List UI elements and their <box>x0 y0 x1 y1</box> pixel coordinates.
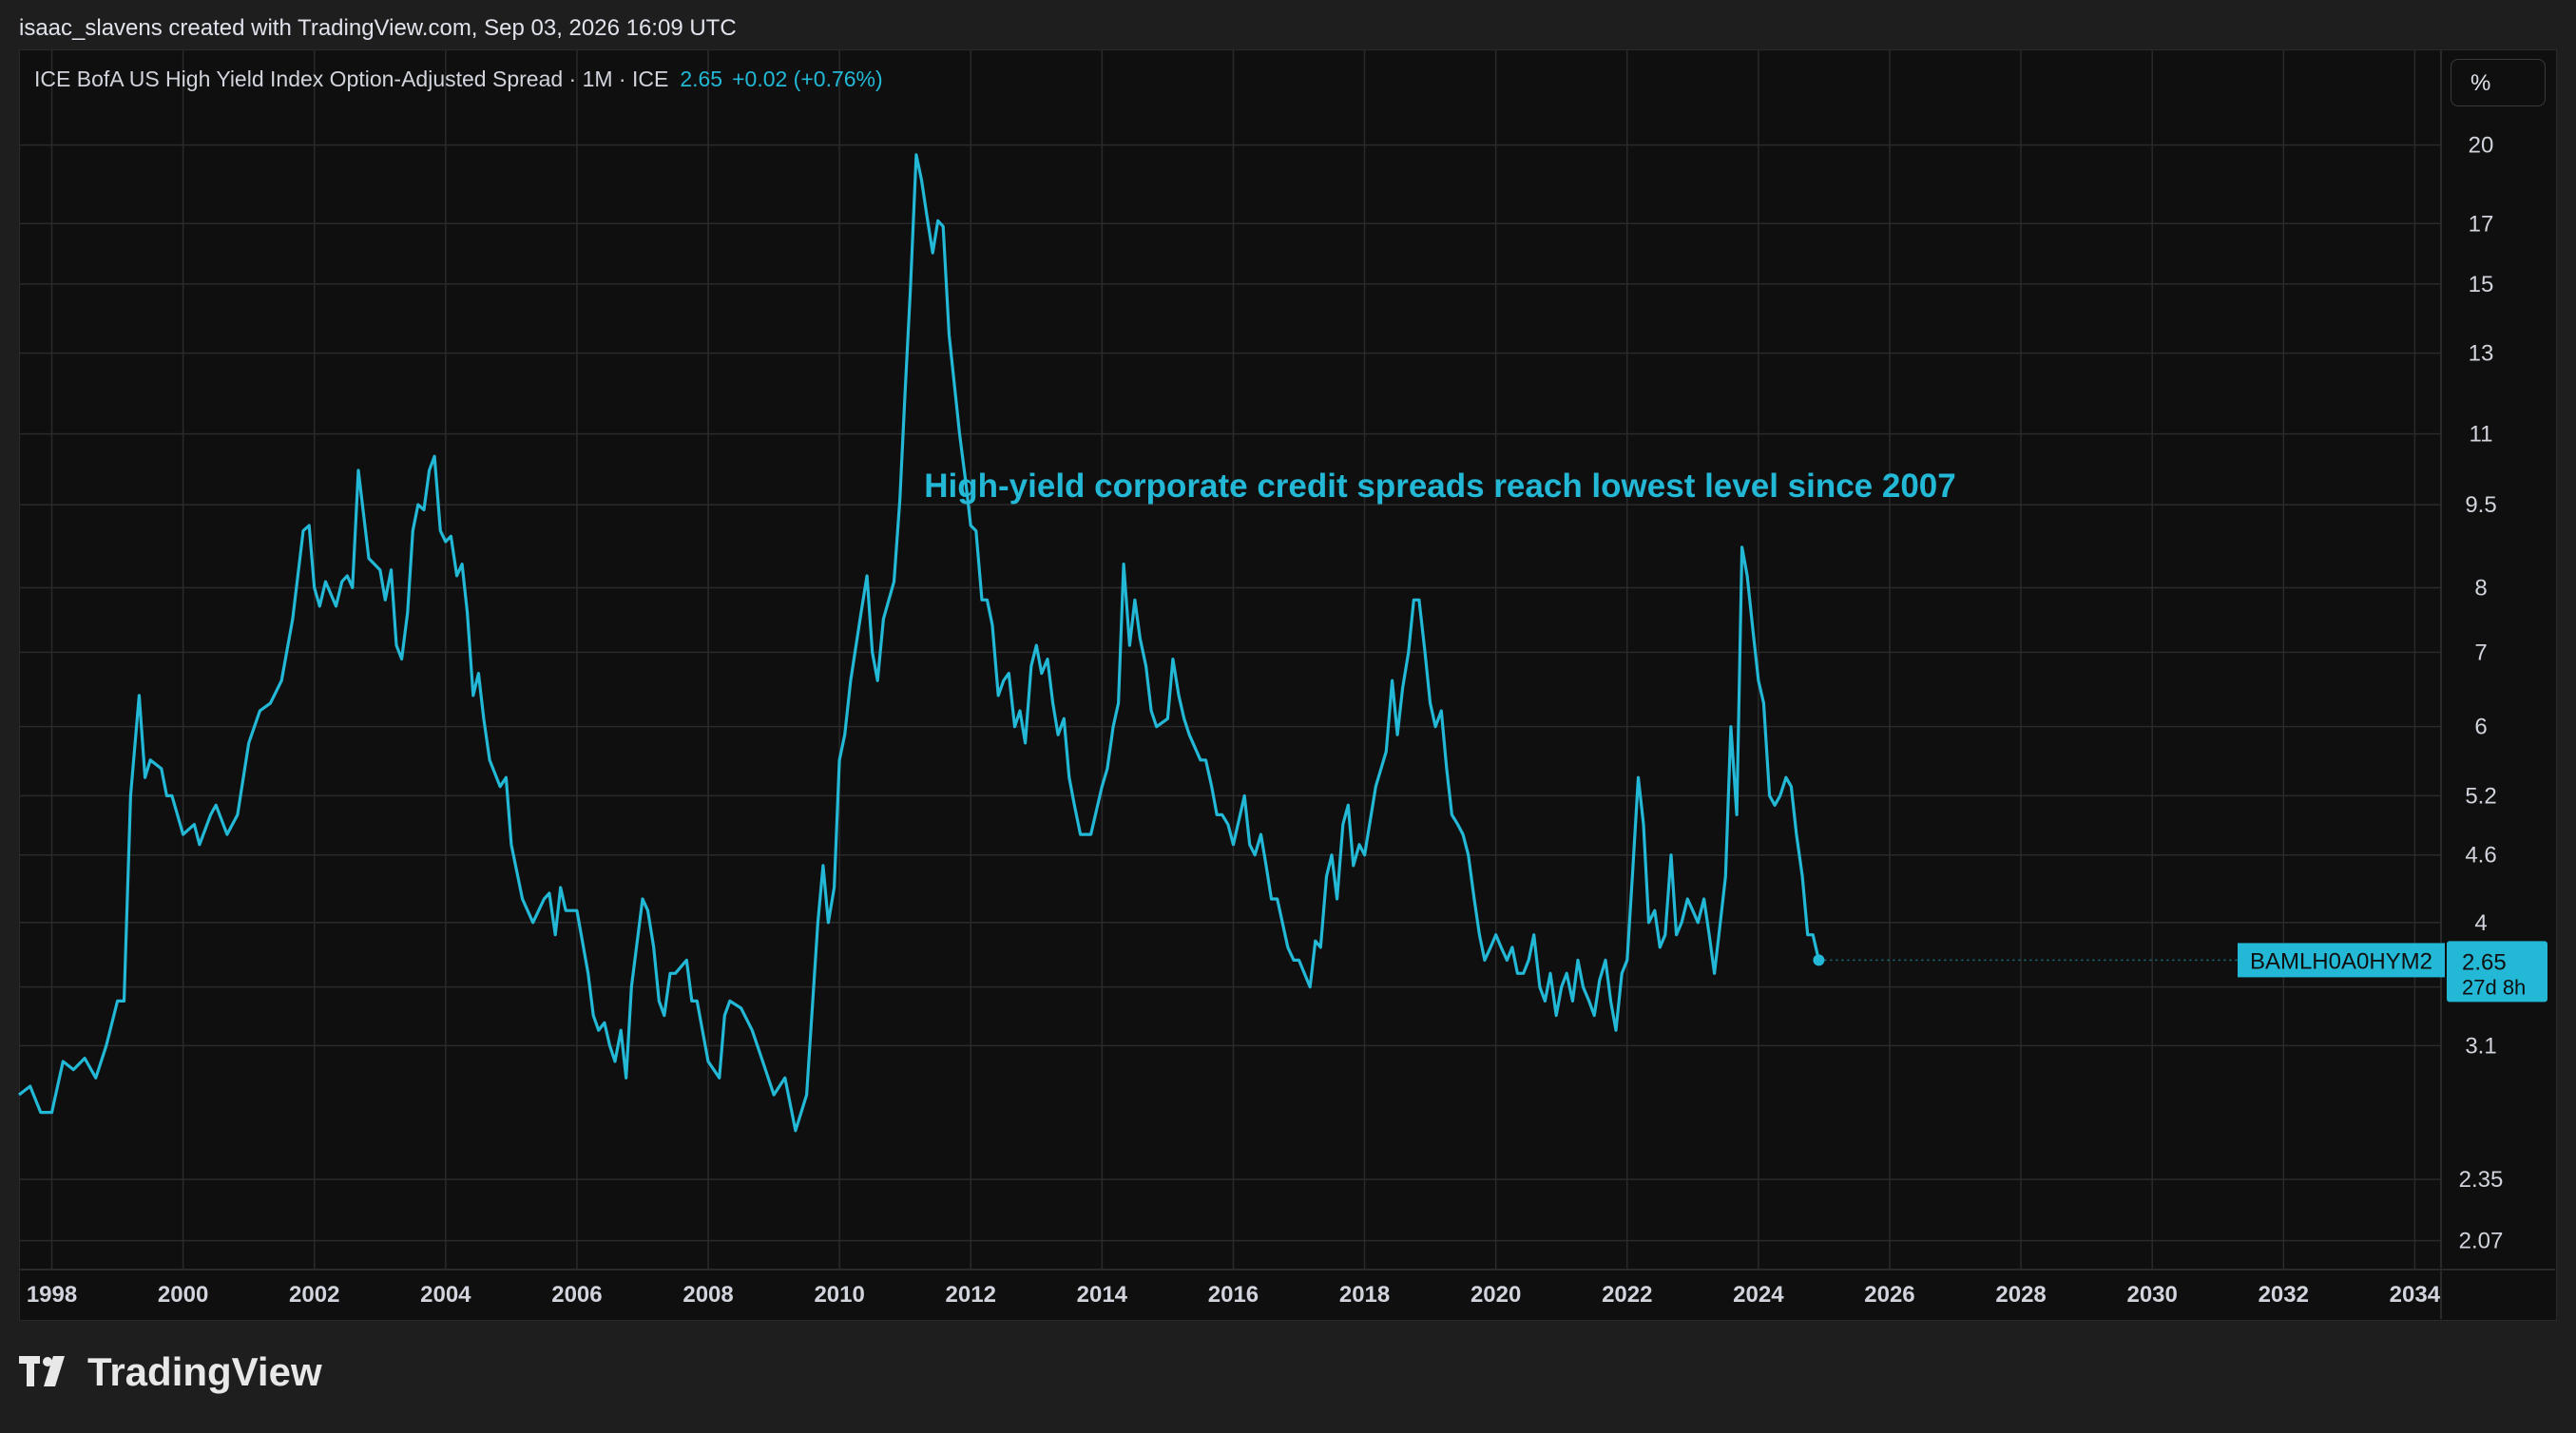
x-tick-label: 2006 <box>551 1282 602 1308</box>
y-tick-label: 2.35 <box>2459 1167 2504 1193</box>
series-line[interactable] <box>18 153 1820 1133</box>
tradingview-logo-icon <box>19 1356 65 1386</box>
y-tick-label: 2.07 <box>2459 1229 2504 1254</box>
y-tick-label: 9.5 <box>2465 492 2496 518</box>
x-tick-label: 2022 <box>1602 1282 1652 1308</box>
x-tick-label: 2010 <box>814 1282 864 1308</box>
legend-value: 2.65 <box>680 67 723 91</box>
y-tick-label: 13 <box>2469 341 2494 367</box>
x-tick-label: 2000 <box>158 1282 208 1308</box>
x-tick-label: 2028 <box>1995 1282 2046 1308</box>
logo-text: TradingView <box>87 1349 322 1394</box>
x-tick-label: 2030 <box>2126 1282 2177 1308</box>
price-label-box <box>2447 941 2547 1003</box>
y-tick-label: 5.2 <box>2465 783 2496 809</box>
x-tick-label: 2002 <box>289 1282 339 1308</box>
series-legend[interactable]: ICE BofA US High Yield Index Option-Adju… <box>34 67 883 92</box>
price-label-countdown: 27d 8h <box>2462 975 2526 999</box>
y-tick-label: 17 <box>2469 211 2494 237</box>
y-tick-label: 4.6 <box>2465 843 2496 869</box>
y-tick-label: 3.1 <box>2465 1033 2496 1059</box>
tradingview-logo[interactable]: TradingView <box>19 1349 322 1395</box>
x-tick-label: 2034 <box>2390 1282 2441 1308</box>
percent-scale-button[interactable]: % <box>2451 59 2546 106</box>
y-tick-label: 15 <box>2469 272 2494 297</box>
x-tick-label: 2014 <box>1077 1282 1128 1308</box>
x-tick-label: 2004 <box>420 1282 471 1308</box>
chart-attribution: isaac_slavens created with TradingView.c… <box>19 15 737 41</box>
y-tick-label: 20 <box>2469 133 2494 159</box>
y-tick-label: 4 <box>2474 910 2487 936</box>
x-tick-label: 1998 <box>27 1282 77 1308</box>
chart-annotation-text[interactable]: High-yield corporate credit spreads reac… <box>924 468 1955 505</box>
symbol-label: BAMLH0A0HYM2 <box>2250 948 2432 974</box>
x-tick-label: 2008 <box>682 1282 733 1308</box>
x-tick-label: 2024 <box>1733 1282 1784 1308</box>
y-tick-label: 7 <box>2474 640 2487 665</box>
y-tick-label: 6 <box>2474 715 2487 740</box>
x-tick-label: 2016 <box>1208 1282 1259 1308</box>
x-tick-label: 2020 <box>1471 1282 1521 1308</box>
x-tick-label: 2026 <box>1864 1282 1914 1308</box>
x-tick-label: 2012 <box>946 1282 996 1308</box>
symbol-label-box <box>2238 943 2445 978</box>
chart-pane[interactable] <box>19 49 2557 1321</box>
y-tick-label: 11 <box>2470 422 2493 448</box>
legend-title: ICE BofA US High Yield Index Option-Adju… <box>34 67 669 91</box>
price-label-value: 2.65 <box>2462 949 2507 975</box>
y-tick-label: 8 <box>2474 575 2487 601</box>
legend-change: +0.02 (+0.76%) <box>732 67 883 91</box>
x-tick-label: 2018 <box>1339 1282 1390 1308</box>
x-tick-label: 2032 <box>2259 1282 2309 1308</box>
